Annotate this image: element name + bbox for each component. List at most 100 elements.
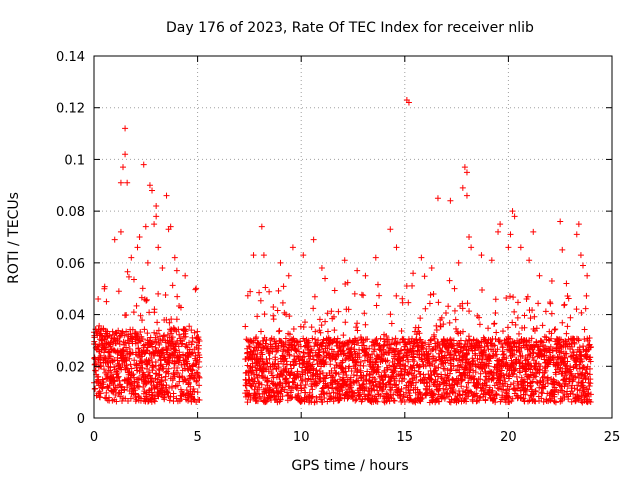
x-tick-label: 10 bbox=[293, 430, 310, 445]
data-point bbox=[466, 308, 473, 315]
data-point bbox=[162, 291, 169, 298]
data-point bbox=[441, 338, 448, 345]
data-point bbox=[345, 306, 352, 313]
data-point bbox=[330, 313, 337, 320]
data-point bbox=[322, 275, 329, 282]
data-point bbox=[424, 351, 431, 358]
data-point bbox=[422, 305, 429, 312]
data-point bbox=[579, 262, 586, 269]
data-point bbox=[123, 311, 130, 318]
data-point bbox=[193, 369, 200, 376]
data-point bbox=[288, 365, 295, 372]
data-point bbox=[136, 234, 143, 240]
data-point bbox=[432, 346, 439, 353]
data-point bbox=[139, 364, 146, 371]
data-point bbox=[405, 299, 412, 306]
data-point bbox=[111, 356, 118, 363]
data-point bbox=[334, 335, 341, 342]
data-point bbox=[563, 375, 570, 382]
data-point bbox=[244, 292, 251, 299]
data-point bbox=[156, 341, 163, 348]
data-point bbox=[551, 354, 558, 361]
data-point bbox=[575, 337, 582, 344]
data-point bbox=[143, 348, 150, 355]
data-point bbox=[273, 385, 280, 392]
data-point bbox=[247, 288, 254, 295]
data-point bbox=[96, 322, 103, 329]
data-point bbox=[360, 372, 367, 379]
data-point bbox=[465, 379, 472, 386]
data-point bbox=[149, 367, 156, 374]
data-point bbox=[154, 376, 161, 383]
data-point bbox=[503, 294, 510, 301]
data-point bbox=[485, 325, 492, 332]
data-point bbox=[430, 391, 437, 398]
data-point bbox=[563, 330, 570, 337]
data-point bbox=[313, 394, 320, 401]
data-point bbox=[398, 327, 405, 334]
data-point bbox=[263, 398, 270, 405]
data-point bbox=[452, 316, 459, 323]
data-point bbox=[319, 399, 326, 406]
data-point bbox=[101, 336, 108, 343]
data-point bbox=[427, 291, 434, 298]
data-point bbox=[245, 372, 252, 379]
data-point bbox=[307, 346, 314, 353]
data-point bbox=[147, 379, 154, 386]
data-point bbox=[399, 335, 406, 342]
data-point bbox=[361, 310, 368, 317]
data-point bbox=[559, 319, 566, 326]
data-point bbox=[108, 369, 115, 376]
data-point bbox=[253, 334, 260, 341]
y-axis-label: ROTI / TECUs bbox=[6, 192, 22, 284]
data-point bbox=[507, 363, 514, 370]
data-point bbox=[447, 367, 454, 374]
x-tick-label: 20 bbox=[500, 430, 517, 445]
data-point bbox=[328, 308, 335, 315]
data-point bbox=[193, 378, 200, 385]
data-point bbox=[442, 394, 449, 401]
data-point bbox=[526, 339, 533, 346]
data-point bbox=[470, 357, 477, 364]
data-point bbox=[330, 389, 337, 396]
data-point bbox=[363, 384, 370, 391]
data-point bbox=[335, 351, 342, 358]
data-point bbox=[451, 285, 458, 292]
data-point bbox=[435, 364, 442, 371]
data-point bbox=[391, 397, 398, 404]
data-point bbox=[527, 383, 534, 390]
data-point bbox=[117, 393, 124, 400]
data-point bbox=[577, 351, 584, 358]
data-point bbox=[195, 342, 202, 349]
data-point bbox=[121, 332, 128, 339]
data-point bbox=[548, 277, 555, 284]
data-point bbox=[563, 280, 570, 287]
data-point bbox=[312, 328, 319, 335]
data-point bbox=[497, 221, 504, 228]
data-point bbox=[372, 378, 379, 385]
data-point bbox=[188, 327, 195, 334]
data-point bbox=[387, 392, 394, 399]
data-point bbox=[140, 384, 147, 391]
data-point bbox=[439, 393, 446, 400]
data-point bbox=[446, 319, 453, 326]
data-point bbox=[155, 290, 162, 297]
data-point bbox=[401, 398, 408, 405]
data-point bbox=[92, 385, 99, 392]
data-point bbox=[388, 366, 395, 373]
data-point bbox=[347, 374, 354, 381]
data-point bbox=[548, 310, 555, 317]
data-point bbox=[286, 313, 293, 320]
data-point bbox=[470, 367, 477, 374]
data-point bbox=[352, 397, 359, 404]
data-point bbox=[561, 302, 568, 309]
data-point bbox=[552, 326, 559, 333]
data-point bbox=[359, 396, 366, 403]
data-point bbox=[377, 335, 384, 342]
data-point bbox=[561, 372, 568, 379]
data-point bbox=[529, 378, 536, 385]
data-point bbox=[538, 395, 545, 402]
data-point bbox=[476, 321, 483, 328]
data-point bbox=[398, 347, 405, 354]
data-point bbox=[196, 354, 203, 361]
